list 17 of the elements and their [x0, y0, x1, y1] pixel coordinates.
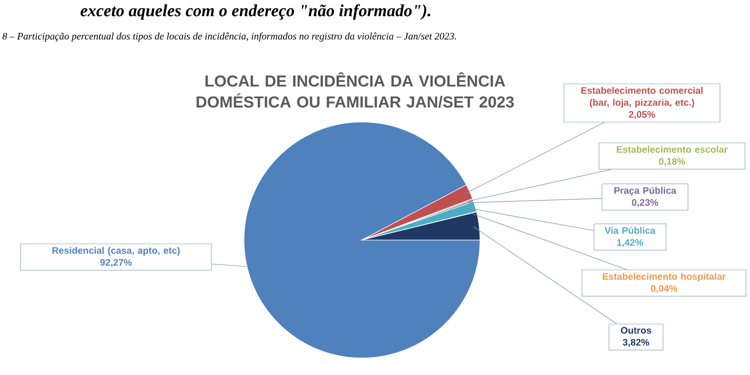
data-label: 3,82%	[622, 338, 650, 348]
slice-label: Residencial (casa, apto, etc)	[52, 246, 180, 256]
slice-label: Estabelecimento escolar	[616, 146, 728, 153]
slice-label: Estabelecimento hospitalar	[602, 272, 726, 282]
chart-title: LOCAL DE INCIDÊNCIA DA VIOLÊNCIA DOMÉSTICA OU FAMILIAR JAN/SET 2023	[196, 72, 514, 108]
data-label: 2,05%	[628, 111, 656, 120]
slice-label: Outros	[620, 326, 652, 334]
data-label: 0,04%	[650, 285, 678, 294]
text: exceto aqueles com o endereço "não informado").	[80, 4, 430, 20]
data-label: 0,18%	[658, 158, 686, 166]
data-label: 1,42%	[617, 239, 644, 248]
slice-label: Praça Pública	[614, 186, 676, 196]
slice-label: Via Pública	[604, 226, 656, 234]
data-label: 92,27%	[100, 259, 132, 268]
data-label: 0,23%	[632, 199, 658, 208]
slice-label: Estabelecimento comercial (bar, loja, pizzaria, etc.)	[581, 86, 703, 108]
text: 8 – Participação percentual dos tipos de locais de incidência, informados no registro da violência – Jan/set 2023.	[2, 32, 456, 42]
